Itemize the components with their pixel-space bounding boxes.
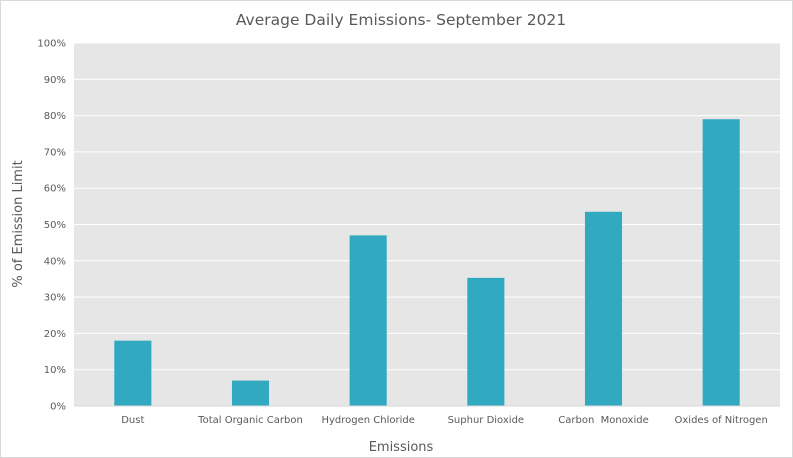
x-axis-ticks: Dust Total Organic Carbon Hydrogen Chlorid… — [121, 415, 768, 426]
y-axis-title: % of Emission Limit — [11, 160, 26, 287]
x-axis-title: Emissions — [369, 440, 434, 455]
x-tick-label: Suphur Dioxide — [448, 415, 524, 426]
bar-carbon-monoxide — [584, 211, 623, 406]
x-tick-label: Oxides of Nitrogen — [675, 415, 768, 426]
y-tick-label: 80% — [44, 111, 66, 122]
x-tick-label: Total Organic Carbon — [197, 415, 303, 426]
y-tick-label: 30% — [44, 293, 66, 304]
x-tick-label: Carbon Monoxide — [558, 415, 648, 426]
bar-oxides-of-nitrogen — [702, 119, 740, 406]
gridlines — [74, 42, 780, 371]
x-tick-label: Dust — [121, 415, 144, 426]
bar-total-organic-carbon — [231, 380, 270, 406]
y-tick-label: 10% — [44, 365, 66, 376]
chart-title: Average Daily Emissions- September 2021 — [236, 11, 566, 29]
bar-dust — [114, 340, 152, 406]
y-tick-label: 90% — [44, 75, 66, 86]
y-tick-label: 70% — [44, 147, 66, 158]
y-tick-label: 100% — [37, 39, 66, 50]
y-tick-label: 0% — [50, 402, 66, 413]
bar-hydrogen-chloride — [349, 235, 387, 406]
y-tick-label: 20% — [44, 329, 66, 340]
y-tick-label: 40% — [44, 256, 66, 267]
y-tick-label: 50% — [44, 220, 66, 231]
bar-suphur-dioxide — [467, 277, 505, 406]
y-tick-label: 60% — [44, 184, 66, 195]
x-tick-label: Hydrogen Chloride — [321, 415, 414, 426]
y-axis-ticks: 0% 10% 20% 30% 40% 50% 60% 70% 80% 90% 100% — [37, 39, 66, 413]
bars — [114, 119, 740, 406]
